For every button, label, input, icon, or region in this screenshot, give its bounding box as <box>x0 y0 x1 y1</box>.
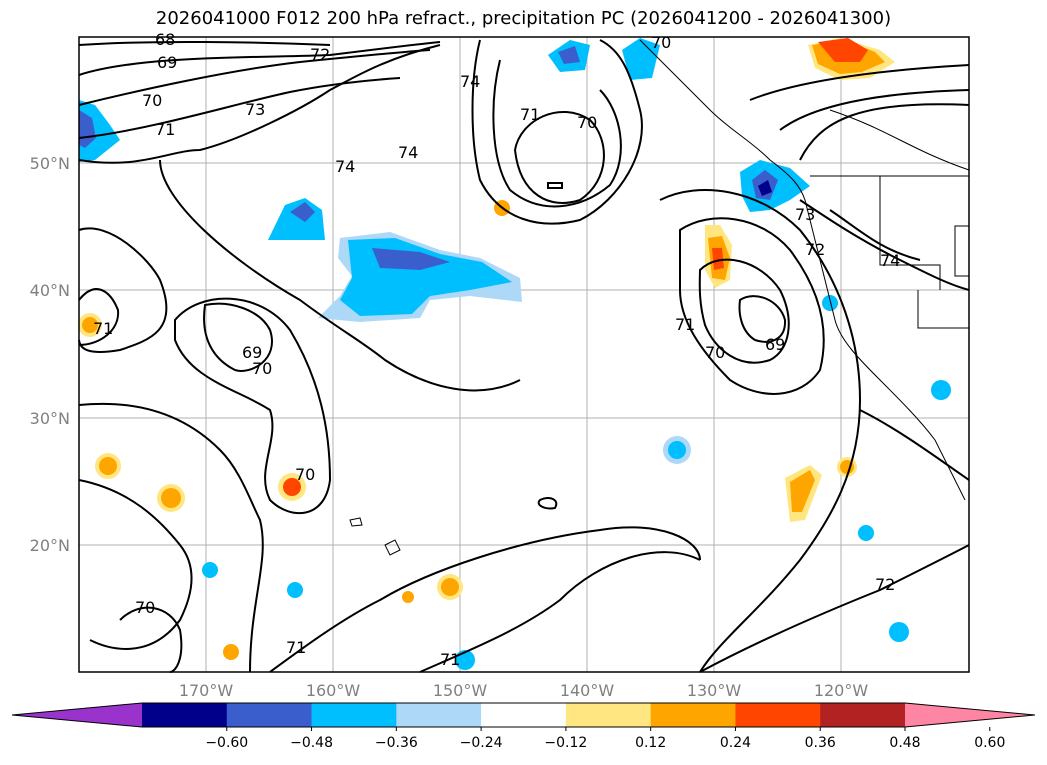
colorbar-segment <box>142 703 228 727</box>
lat-label: 50°N <box>30 154 70 173</box>
contour-label: 71 <box>155 120 175 139</box>
lat-label: 30°N <box>30 409 70 428</box>
contour-label: 71 <box>440 650 460 669</box>
contour-label: 70 <box>705 343 725 362</box>
contour-label: 70 <box>135 598 155 617</box>
map-area: 68 69 70 71 72 73 74 74 74 71 70 70 69 7… <box>78 30 970 673</box>
contour-label: 74 <box>460 72 480 91</box>
lon-label: 140°W <box>560 681 615 700</box>
colorbar-tick-label: 0.24 <box>720 735 751 751</box>
contour-label: 72 <box>310 45 330 64</box>
map-title: 2026041000 F012 200 hPa refract., precip… <box>155 8 892 29</box>
contour-label: 70 <box>252 359 272 378</box>
contour-label: 72 <box>875 575 895 594</box>
contour-label: 73 <box>245 100 265 119</box>
contour-label: 71 <box>675 315 695 334</box>
colorbar-tick-label: −0.48 <box>290 735 333 751</box>
colorbar-tick-label: −0.60 <box>205 735 248 751</box>
colorbar-segment <box>396 703 482 727</box>
contour-label: 69 <box>157 53 177 72</box>
lon-label: 170°W <box>179 681 234 700</box>
colorbar-outline <box>11 702 1036 728</box>
colorbar: −0.60 −0.48 −0.36 −0.24 −0.12 0.12 0.24 0.36 0.4… <box>11 702 1036 751</box>
colorbar-segment <box>481 703 567 727</box>
longitude-labels: 170°W 160°W 150°W 140°W 130°W 120°W <box>179 681 869 700</box>
contour-label: 71 <box>93 319 113 338</box>
colorbar-tick-label: −0.12 <box>544 735 587 751</box>
lon-label: 130°W <box>687 681 742 700</box>
colorbar-tick-label: 0.60 <box>974 735 1005 751</box>
contour-label: 70 <box>651 33 671 52</box>
colorbar-tick-label: 0.12 <box>635 735 666 751</box>
colorbar-tick-label: 0.36 <box>805 735 836 751</box>
contour-label: 74 <box>398 143 418 162</box>
contour-label: 74 <box>335 157 355 176</box>
colorbar-tick-label: −0.24 <box>460 735 503 751</box>
refractivity-contours <box>78 39 970 673</box>
colorbar-tick-label: −0.36 <box>375 735 418 751</box>
contour-label: 68 <box>155 30 175 49</box>
lat-label: 20°N <box>30 536 70 555</box>
colorbar-segment <box>735 703 821 727</box>
contour-label: 71 <box>520 105 540 124</box>
lat-label: 40°N <box>30 281 70 300</box>
coastlines <box>349 39 970 556</box>
colorbar-segment <box>820 703 906 727</box>
contour-label: 70 <box>577 113 597 132</box>
colorbar-segment <box>650 703 736 727</box>
colorbar-extend-high <box>905 703 1035 727</box>
contour-label: 74 <box>880 251 900 270</box>
graticule <box>79 37 969 672</box>
lon-label: 160°W <box>306 681 361 700</box>
contour-label: 70 <box>142 91 162 110</box>
colorbar-segment <box>226 703 313 727</box>
lon-label: 120°W <box>814 681 869 700</box>
colorbar-tick-label: 0.48 <box>889 735 920 751</box>
contour-label: 73 <box>795 205 815 224</box>
colorbar-segment <box>311 703 397 727</box>
latitude-labels: 50°N 40°N 30°N 20°N <box>30 154 70 555</box>
contour-label: 70 <box>295 465 315 484</box>
colorbar-segment <box>565 703 652 727</box>
lon-label: 150°W <box>433 681 488 700</box>
contour-label: 71 <box>286 638 306 657</box>
colorbar-extend-low <box>12 703 142 727</box>
contour-label: 69 <box>765 335 785 354</box>
contour-label: 72 <box>805 240 825 259</box>
contour-label: 69 <box>242 343 262 362</box>
map-frame <box>78 36 970 673</box>
